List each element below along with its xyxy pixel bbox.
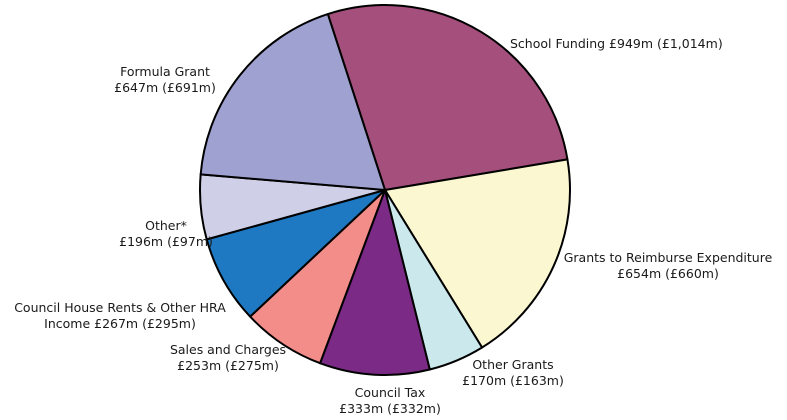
pie-labels: School Funding £949m (£1,014m) Grants to … — [14, 36, 772, 416]
slice-label-6: Council House Rents & Other HRA Income £2… — [14, 300, 226, 331]
slice-label-line: Other Grants — [472, 357, 553, 372]
pie-slice-8 — [199, 13, 386, 191]
slice-label-8: Formula Grant £647m (£691m) — [114, 64, 216, 95]
slice-label-line: Other* — [145, 218, 187, 233]
slice-label-line: £647m (£691m) — [114, 80, 216, 95]
pie-slices — [199, 4, 571, 376]
slice-label-line: Income £267m (£295m) — [44, 316, 196, 331]
slice-label-3: Other Grants £170m (£163m) — [462, 357, 564, 388]
slice-label-2: Grants to Reimburse Expenditure £654m (£6… — [564, 250, 773, 281]
pie-slice-4 — [319, 189, 431, 376]
slice-label-7: Other* £196m (£97m) — [119, 218, 213, 249]
slice-label-line: £654m (£660m) — [617, 266, 719, 281]
slice-label-4: Council Tax £333m (£332m) — [339, 385, 441, 416]
slice-label-line: Formula Grant — [120, 64, 210, 79]
slice-label-5: Sales and Charges £253m (£275m) — [170, 342, 286, 373]
slice-label-line: £253m (£275m) — [177, 358, 279, 373]
slice-label-1: School Funding £949m (£1,014m) — [510, 36, 723, 51]
slice-label-line: £170m (£163m) — [462, 373, 564, 388]
slice-label-line: Council Tax — [355, 385, 426, 400]
slice-label-line: Council House Rents & Other HRA — [14, 300, 226, 315]
slice-label-line: Sales and Charges — [170, 342, 286, 357]
pie-slice-1 — [326, 4, 569, 191]
pie-slice-2 — [384, 158, 571, 349]
slice-label-line: £333m (£332m) — [339, 401, 441, 416]
slice-label-line: School Funding £949m (£1,014m) — [510, 36, 723, 51]
slice-label-line: Grants to Reimburse Expenditure — [564, 250, 773, 265]
slice-label-line: £196m (£97m) — [119, 234, 213, 249]
